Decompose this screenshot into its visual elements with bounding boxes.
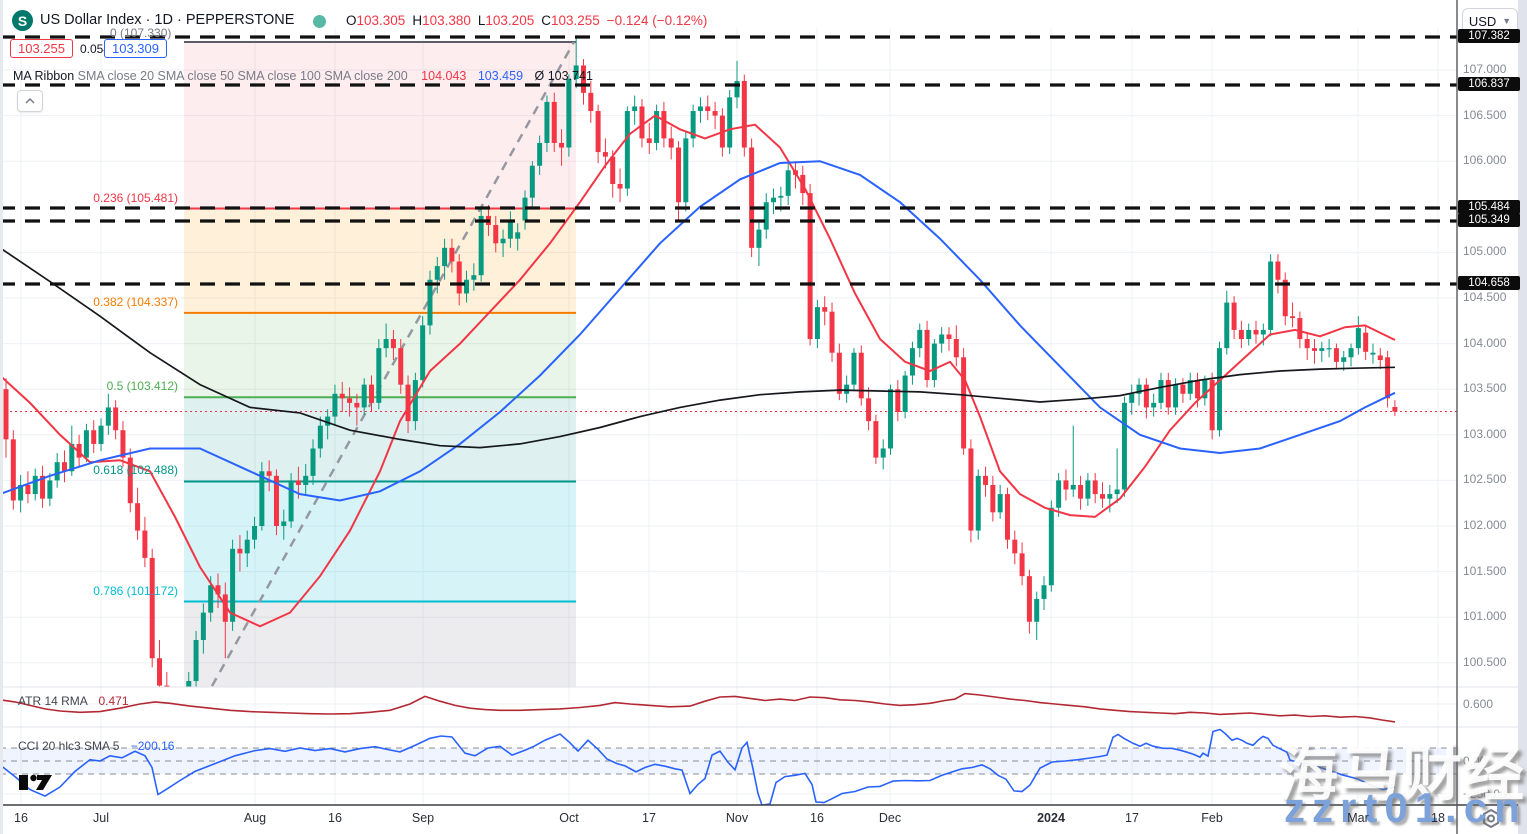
price-axis-tick: 104.000 bbox=[1463, 335, 1507, 350]
high-label: H bbox=[412, 13, 423, 28]
price-level-badge: 105.349 bbox=[1458, 213, 1520, 227]
candlestick-series bbox=[3, 38, 1398, 687]
ma-ribbon-name: MA Ribbon bbox=[13, 69, 75, 83]
price-axis-tick: 103.000 bbox=[1463, 426, 1507, 441]
low-value: 103.205 bbox=[485, 13, 535, 28]
cci-line bbox=[0, 728, 1396, 805]
ohlc-readout: O103.305 H103.380 L103.205 C103.255 −0.124 (… bbox=[346, 13, 707, 28]
left-edge-strip bbox=[0, 0, 3, 834]
price-level-badge: 106.837 bbox=[1458, 77, 1520, 91]
price-level-badge: 107.382 bbox=[1458, 29, 1520, 43]
time-axis-label[interactable]: Feb bbox=[1201, 811, 1223, 825]
tradingview-logo-icon[interactable] bbox=[19, 773, 53, 792]
ask-price-box[interactable]: 103.309 bbox=[104, 39, 167, 58]
price-axis-tick: 106.500 bbox=[1463, 107, 1507, 122]
price-axis-tick: 100.500 bbox=[1463, 654, 1507, 669]
symbol-title[interactable]: US Dollar Index · 1D · PEPPERSTONE bbox=[40, 12, 295, 28]
cci-legend[interactable]: CCI 20 hlc3 SMA 5 −200.16 bbox=[18, 739, 174, 753]
time-axis-label[interactable]: Nov bbox=[725, 811, 749, 825]
price-axis-tick: 103.500 bbox=[1463, 381, 1507, 396]
time-axis-label[interactable]: Mar bbox=[1347, 811, 1369, 825]
time-axis-label[interactable]: 17 bbox=[642, 811, 656, 825]
right-scroll-strip[interactable] bbox=[1518, 0, 1527, 834]
price-axis-tick: 101.000 bbox=[1463, 609, 1507, 624]
change-value: −0.124 (−0.12%) bbox=[606, 13, 708, 28]
time-axis-label[interactable]: 16 bbox=[328, 811, 342, 825]
gear-icon[interactable] bbox=[1480, 808, 1502, 830]
cci-axis-tick-zero: 0.00 bbox=[1463, 754, 1487, 768]
ma-value-average: Ø 103.741 bbox=[534, 69, 593, 83]
chevron-down-icon: ▼ bbox=[1502, 16, 1512, 26]
watermark-chinese: 海马财经 bbox=[1278, 741, 1526, 808]
ma-ribbon-params: SMA close 20 SMA close 50 SMA close 100 … bbox=[77, 69, 408, 83]
time-axis-label[interactable]: 2024 bbox=[1037, 811, 1065, 825]
spread-value: 0.054 bbox=[80, 42, 111, 56]
cci-name: CCI 20 hlc3 SMA 5 bbox=[18, 739, 120, 753]
cci-value: −200.16 bbox=[130, 739, 175, 753]
open-value: 103.305 bbox=[356, 13, 406, 28]
price-axis-tick: 102.000 bbox=[1463, 518, 1507, 532]
close-label: C bbox=[541, 13, 551, 28]
atr-legend[interactable]: ATR 14 RMA 0.471 bbox=[18, 694, 129, 708]
fib-level-label[interactable]: 0.618 (102.488) bbox=[93, 463, 178, 478]
time-axis-label[interactable]: 16 bbox=[810, 811, 824, 825]
price-level-badge: 105.484 bbox=[1458, 200, 1520, 214]
price-axis-tick: 106.000 bbox=[1463, 153, 1507, 168]
time-axis-label[interactable]: Sep bbox=[411, 811, 435, 825]
ma-ribbon-legend[interactable]: MA Ribbon SMA close 20 SMA close 50 SMA … bbox=[13, 69, 593, 83]
fib-level-0-label: 0 (107.330) bbox=[110, 26, 172, 40]
atr-name: ATR 14 RMA bbox=[18, 694, 88, 708]
ma-value-blue: 103.459 bbox=[477, 69, 524, 83]
sma-20-line bbox=[0, 114, 1396, 628]
time-axis-label[interactable]: Jul bbox=[93, 811, 109, 825]
time-axis-label[interactable]: Aug bbox=[243, 811, 267, 825]
time-axis-label[interactable]: 16 bbox=[14, 811, 28, 825]
price-axis-tick: 105.000 bbox=[1463, 244, 1507, 259]
price-axis-tick: 107.000 bbox=[1463, 62, 1507, 76]
price-axis-tick: 101.500 bbox=[1463, 563, 1507, 578]
bid-price-box[interactable]: 103.255 bbox=[10, 39, 73, 58]
cci-axis-tick-low: −250.00 bbox=[1463, 787, 1507, 801]
fib-level-label[interactable]: 0.382 (104.337) bbox=[93, 294, 178, 309]
market-status-icon[interactable] bbox=[313, 15, 326, 28]
watermark-site: zzrt01.cn bbox=[1284, 784, 1527, 831]
sma-50-line bbox=[0, 160, 1396, 502]
cci-pane bbox=[0, 728, 1457, 805]
fib-level-label[interactable]: 0.786 (101.172) bbox=[93, 583, 178, 598]
ma-value-red: 104.043 bbox=[421, 69, 467, 83]
price-axis-tick: 102.500 bbox=[1463, 472, 1507, 487]
atr-axis-tick: 0.600 bbox=[1463, 697, 1494, 711]
time-axis-label[interactable]: Oct bbox=[559, 811, 579, 825]
fib-level-label[interactable]: 0.236 (105.481) bbox=[93, 190, 178, 205]
price-level-badge: 104.658 bbox=[1458, 276, 1520, 290]
low-label: L bbox=[477, 13, 486, 28]
close-value: 103.255 bbox=[550, 13, 600, 28]
chevron-up-icon bbox=[25, 98, 35, 104]
price-axis-tick: 104.500 bbox=[1463, 290, 1507, 304]
atr-value: 0.471 bbox=[98, 694, 129, 708]
high-value: 103.380 bbox=[422, 13, 471, 28]
collapse-panel-button[interactable] bbox=[17, 90, 43, 112]
open-label: O bbox=[346, 13, 357, 28]
currency-label: USD bbox=[1468, 13, 1497, 29]
fib-trendline bbox=[210, 41, 576, 687]
broker-logo-icon: S bbox=[12, 10, 33, 31]
fib-level-label[interactable]: 0.5 (103.412) bbox=[106, 379, 178, 394]
time-axis-label[interactable]: 18 bbox=[1431, 811, 1445, 825]
ma-average-line bbox=[0, 247, 1396, 449]
time-axis-label[interactable]: 17 bbox=[1125, 811, 1139, 825]
atr-line bbox=[0, 692, 1396, 723]
time-axis-label[interactable]: Dec bbox=[878, 811, 902, 825]
